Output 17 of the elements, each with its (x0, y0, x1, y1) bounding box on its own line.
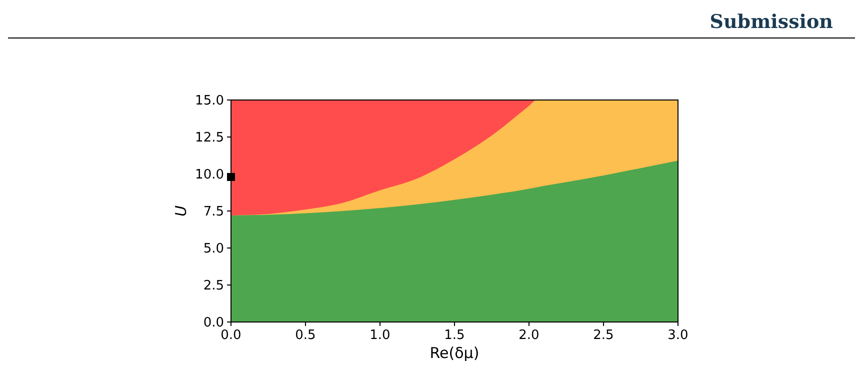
y-tick-label: 12.5 (195, 130, 224, 146)
x-tick-label: 1.5 (444, 328, 465, 343)
y-tick-label: 10.0 (195, 168, 224, 183)
x-tick-label: 2.5 (593, 328, 614, 343)
y-axis-title: U (172, 205, 190, 216)
x-axis-title: Re(δμ) (430, 344, 480, 362)
text: Submission (710, 11, 834, 33)
x-tick-label: 0.5 (295, 328, 316, 343)
y-tick-label: 2.5 (203, 278, 224, 294)
y-tick-label: 0.0 (203, 316, 224, 331)
y-tick-label: 5.0 (203, 242, 224, 257)
y-tick-label: 7.5 (203, 204, 224, 220)
x-tick-label: 0.0 (220, 328, 242, 343)
y-tick-label: 15.0 (195, 94, 224, 109)
x-tick-label: 2.0 (518, 328, 540, 343)
x-tick-label: 1.0 (370, 328, 390, 343)
x-tick-label: 3.0 (668, 328, 688, 343)
